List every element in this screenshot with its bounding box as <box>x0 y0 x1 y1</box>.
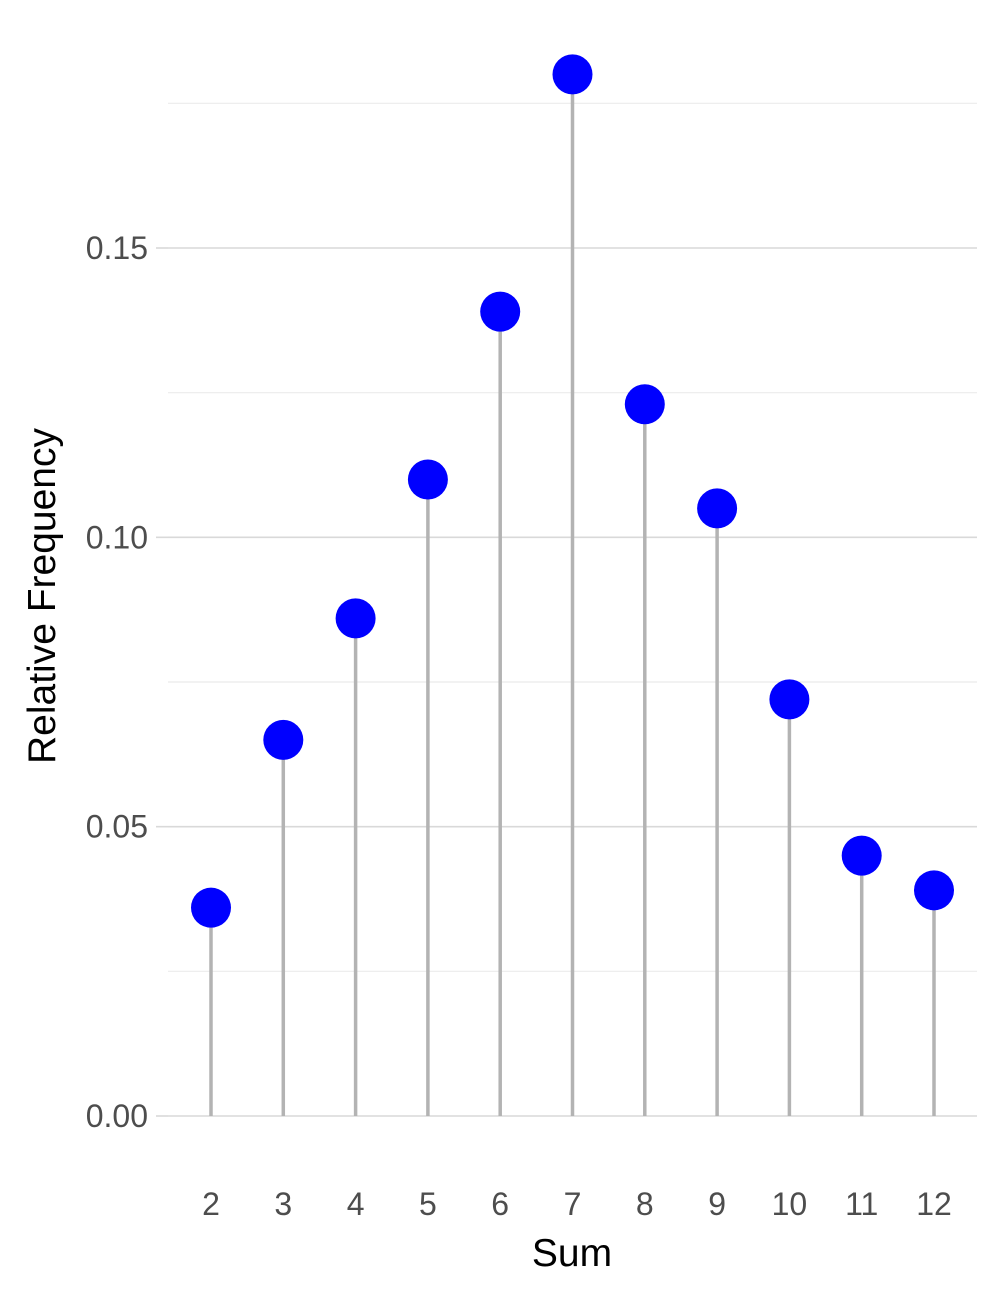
y-axis-ticks: 0.00 0.05 0.10 0.15 <box>86 230 168 1134</box>
point-5 <box>407 459 448 500</box>
point-8 <box>624 384 665 425</box>
x-tick-label-8: 8 <box>636 1186 654 1222</box>
point-11 <box>841 835 882 876</box>
y-axis-title: Relative Frequency <box>21 428 64 764</box>
x-tick-label-6: 6 <box>491 1186 509 1222</box>
x-tick-label-5: 5 <box>419 1186 437 1222</box>
point-9 <box>697 488 738 529</box>
x-tick-label-9: 9 <box>708 1186 726 1222</box>
point-10 <box>769 679 810 720</box>
x-tick-label-3: 3 <box>274 1186 292 1222</box>
point-3 <box>263 719 304 760</box>
x-tick-label-7: 7 <box>564 1186 582 1222</box>
points <box>191 54 954 928</box>
point-2 <box>191 887 231 928</box>
point-12 <box>914 870 954 911</box>
x-axis-title: Sum <box>532 1232 612 1275</box>
y-tick-label-0: 0.00 <box>86 1098 148 1134</box>
stems <box>209 74 936 1116</box>
x-tick-label-11: 11 <box>845 1186 878 1222</box>
point-6 <box>480 291 521 332</box>
y-tick-label-3: 0.15 <box>86 230 148 266</box>
x-tick-label-12: 12 <box>916 1186 952 1222</box>
x-tick-label-4: 4 <box>347 1186 365 1222</box>
point-4 <box>335 598 376 639</box>
point-7 <box>552 54 593 95</box>
x-axis-ticks: 2 3 4 5 6 7 8 9 10 11 12 <box>202 1186 952 1222</box>
y-tick-label-2: 0.10 <box>86 519 148 555</box>
x-tick-label-10: 10 <box>772 1186 808 1222</box>
x-tick-label-2: 2 <box>202 1186 220 1222</box>
y-tick-label-1: 0.05 <box>86 809 148 845</box>
